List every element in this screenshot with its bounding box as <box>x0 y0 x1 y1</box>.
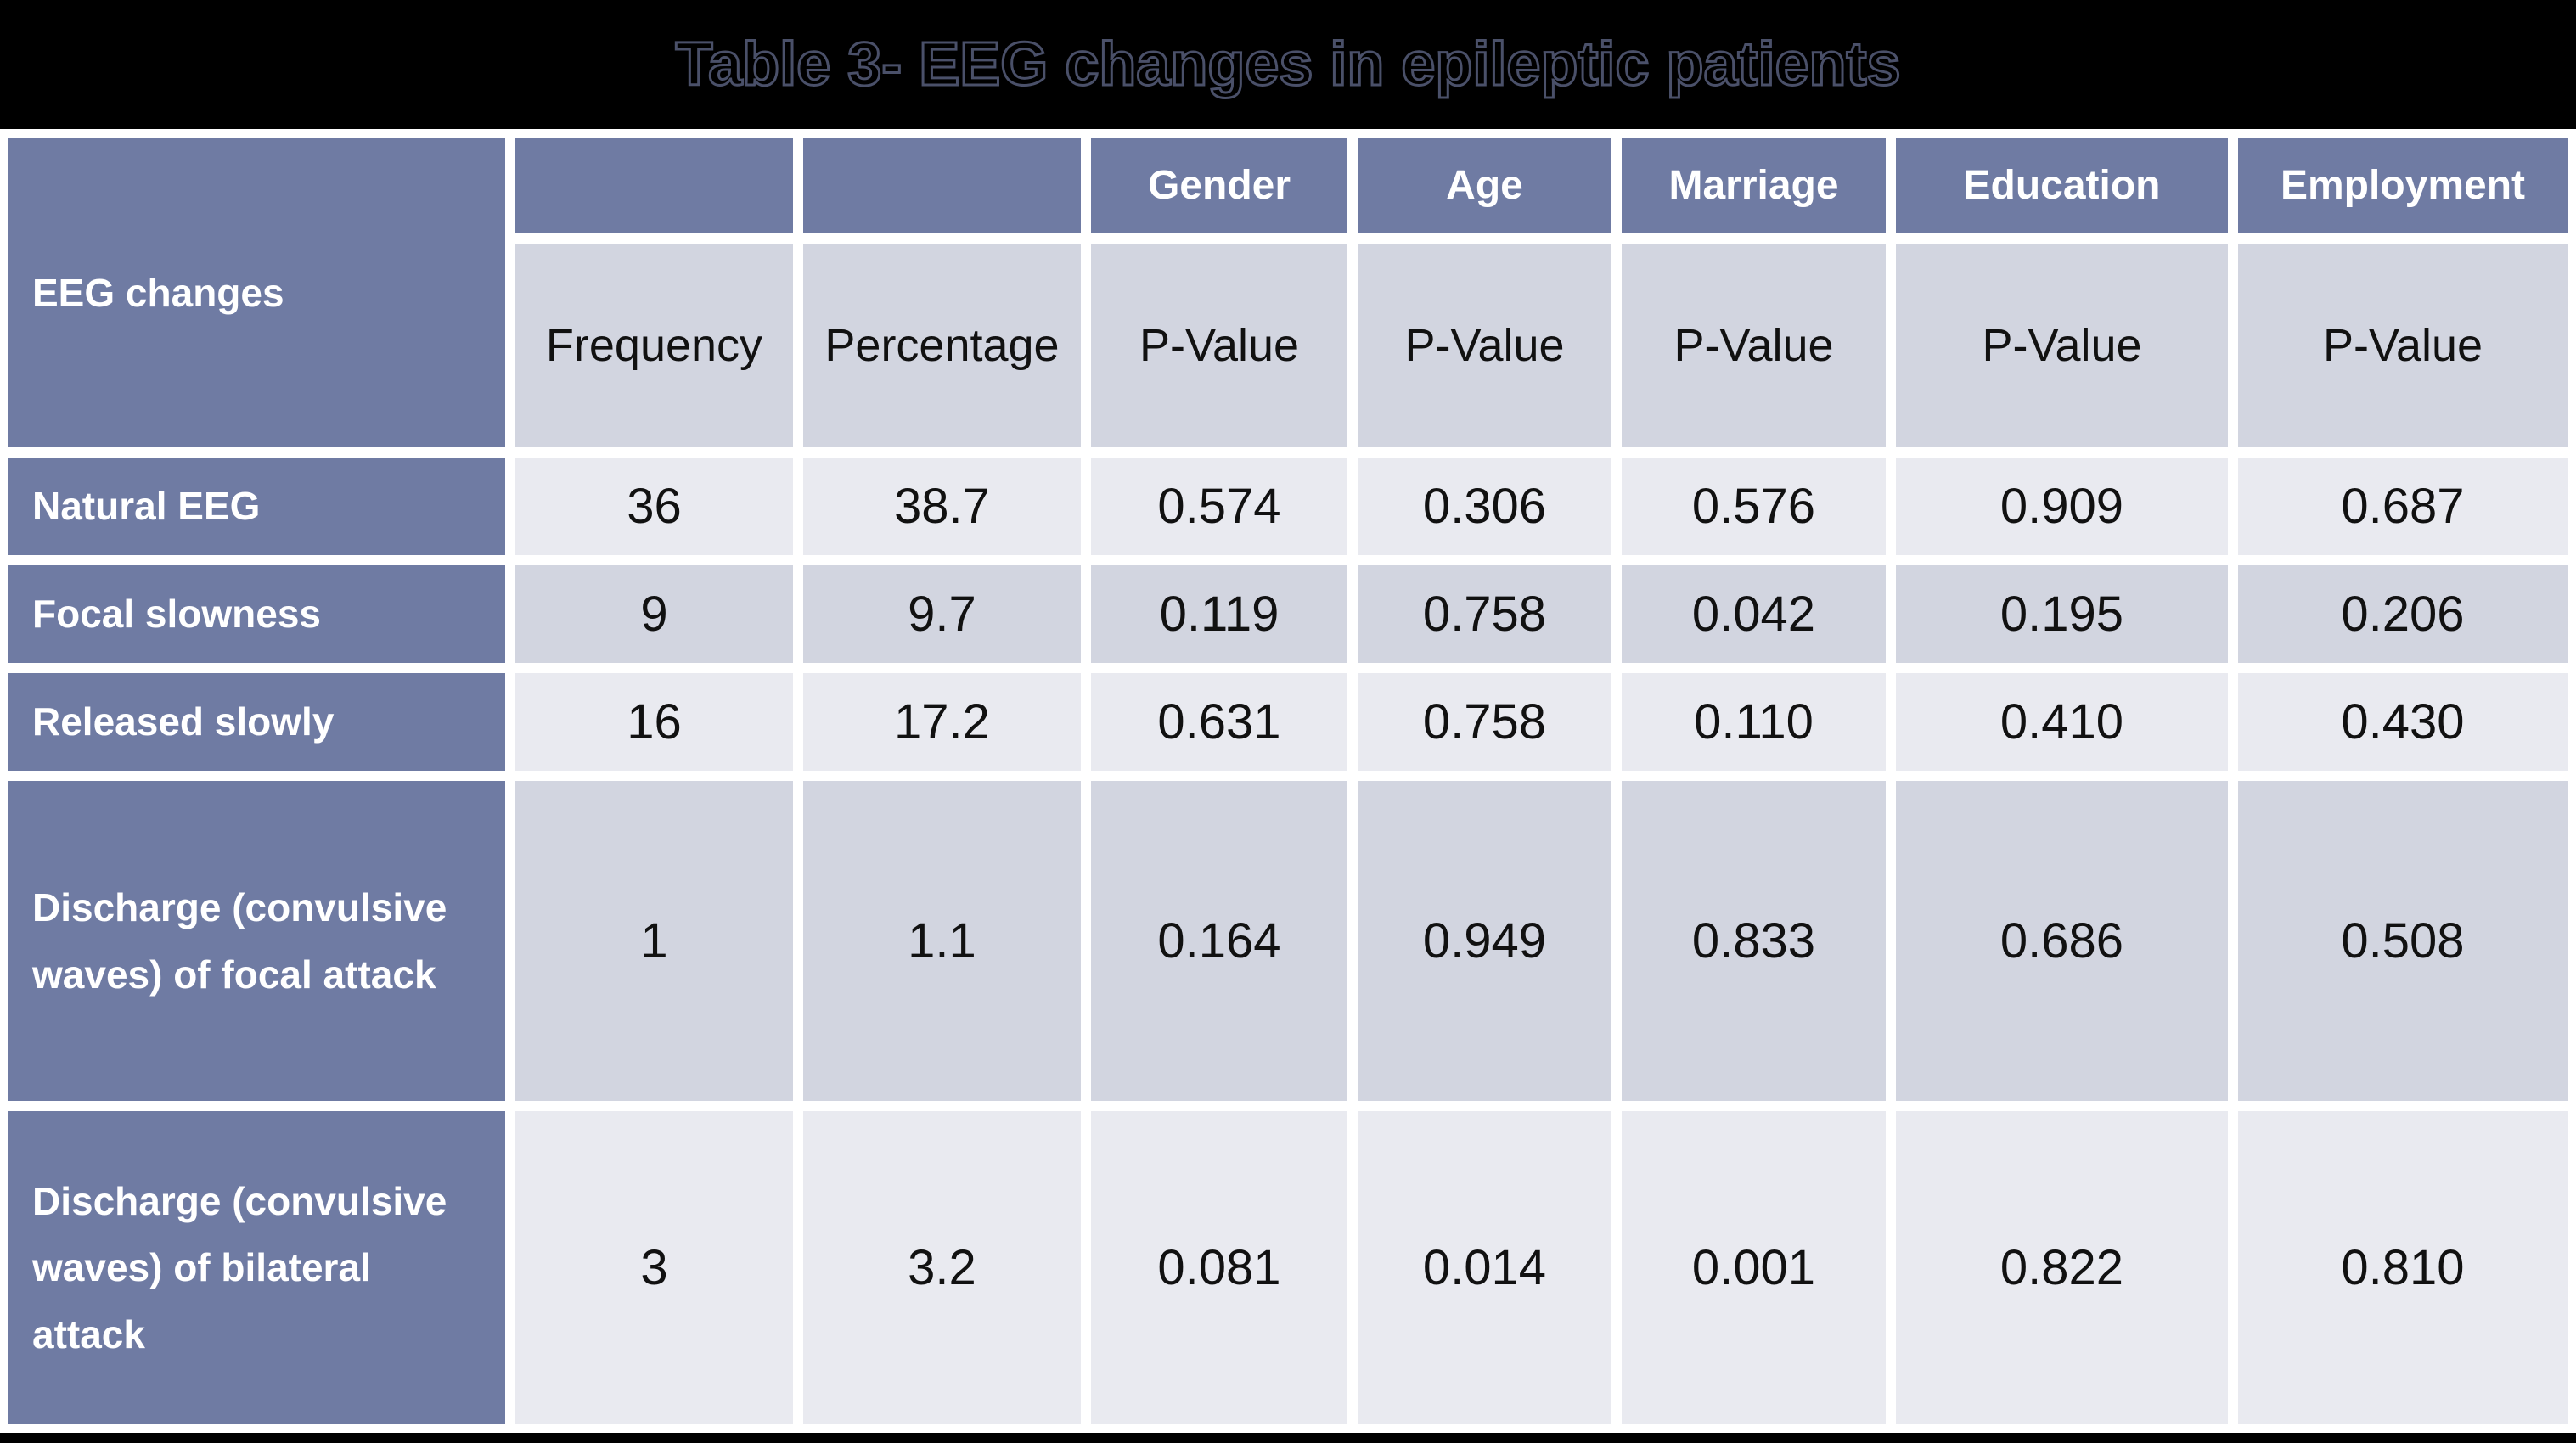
cell-natural-eeg-education: 0.909 <box>1896 458 2228 555</box>
cell-released-slowly-marriage: 0.110 <box>1622 673 1886 771</box>
header-spacer-percentage <box>803 138 1081 233</box>
cell-focal-slowness-percentage: 9.7 <box>803 565 1081 663</box>
cell-released-slowly-age: 0.758 <box>1358 673 1611 771</box>
cell-released-slowly-percentage: 17.2 <box>803 673 1081 771</box>
cell-discharge-bilateral-frequency: 3 <box>515 1111 793 1424</box>
cell-natural-eeg-employment: 0.687 <box>2238 458 2568 555</box>
row-header-discharge-bilateral: Discharge (convulsive waves) of bilatera… <box>8 1111 505 1424</box>
cell-discharge-focal-gender: 0.164 <box>1091 781 1347 1101</box>
cell-discharge-bilateral-education: 0.822 <box>1896 1111 2228 1424</box>
subheader-pvalue-age: P-Value <box>1358 244 1611 447</box>
cell-discharge-bilateral-age: 0.014 <box>1358 1111 1611 1424</box>
cell-released-slowly-education: 0.410 <box>1896 673 2228 771</box>
header-spacer-frequency <box>515 138 793 233</box>
row-header-released-slowly: Released slowly <box>8 673 505 771</box>
cell-discharge-focal-frequency: 1 <box>515 781 793 1101</box>
cell-discharge-bilateral-percentage: 3.2 <box>803 1111 1081 1424</box>
cell-natural-eeg-frequency: 36 <box>515 458 793 555</box>
cell-focal-slowness-employment: 0.206 <box>2238 565 2568 663</box>
cell-discharge-focal-education: 0.686 <box>1896 781 2228 1101</box>
cell-focal-slowness-education: 0.195 <box>1896 565 2228 663</box>
page-title: Table 3- EEG changes in epileptic patien… <box>674 30 1902 100</box>
cell-natural-eeg-age: 0.306 <box>1358 458 1611 555</box>
cell-discharge-focal-marriage: 0.833 <box>1622 781 1886 1101</box>
cell-released-slowly-employment: 0.430 <box>2238 673 2568 771</box>
cell-natural-eeg-percentage: 38.7 <box>803 458 1081 555</box>
subheader-pvalue-employment: P-Value <box>2238 244 2568 447</box>
cell-focal-slowness-gender: 0.119 <box>1091 565 1347 663</box>
subheader-pvalue-education: P-Value <box>1896 244 2228 447</box>
row-header-focal-slowness: Focal slowness <box>8 565 505 663</box>
cell-discharge-focal-percentage: 1.1 <box>803 781 1081 1101</box>
cell-discharge-bilateral-marriage: 0.001 <box>1622 1111 1886 1424</box>
cell-focal-slowness-frequency: 9 <box>515 565 793 663</box>
cell-discharge-focal-age: 0.949 <box>1358 781 1611 1101</box>
column-header-marriage: Marriage <box>1622 138 1886 233</box>
subheader-pvalue-gender: P-Value <box>1091 244 1347 447</box>
subheader-percentage: Percentage <box>803 244 1081 447</box>
subheader-pvalue-marriage: P-Value <box>1622 244 1886 447</box>
eeg-table: EEG changes Gender Age Marriage Educatio… <box>0 129 2576 1433</box>
column-header-employment: Employment <box>2238 138 2568 233</box>
subheader-frequency: Frequency <box>515 244 793 447</box>
cell-discharge-bilateral-employment: 0.810 <box>2238 1111 2568 1424</box>
cell-focal-slowness-marriage: 0.042 <box>1622 565 1886 663</box>
cell-released-slowly-gender: 0.631 <box>1091 673 1347 771</box>
cell-discharge-bilateral-gender: 0.081 <box>1091 1111 1347 1424</box>
column-header-gender: Gender <box>1091 138 1347 233</box>
corner-header-cell: EEG changes <box>8 138 505 447</box>
cell-natural-eeg-marriage: 0.576 <box>1622 458 1886 555</box>
cell-focal-slowness-age: 0.758 <box>1358 565 1611 663</box>
cell-released-slowly-frequency: 16 <box>515 673 793 771</box>
column-header-education: Education <box>1896 138 2228 233</box>
row-header-discharge-focal: Discharge (convulsive waves) of focal at… <box>8 781 505 1101</box>
cell-discharge-focal-employment: 0.508 <box>2238 781 2568 1101</box>
row-header-natural-eeg: Natural EEG <box>8 458 505 555</box>
title-bar: Table 3- EEG changes in epileptic patien… <box>0 0 2576 129</box>
cell-natural-eeg-gender: 0.574 <box>1091 458 1347 555</box>
column-header-age: Age <box>1358 138 1611 233</box>
